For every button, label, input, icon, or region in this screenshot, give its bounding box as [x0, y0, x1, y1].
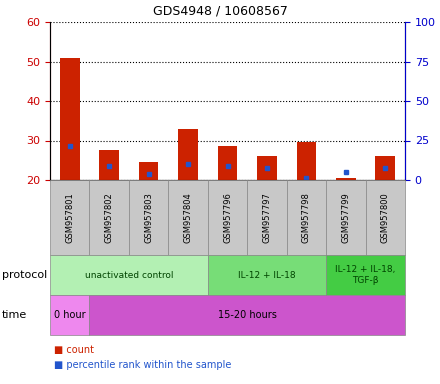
Text: GSM957801: GSM957801	[65, 192, 74, 243]
Text: GSM957796: GSM957796	[223, 192, 232, 243]
Text: GDS4948 / 10608567: GDS4948 / 10608567	[153, 5, 287, 18]
Text: GSM957799: GSM957799	[341, 192, 350, 243]
Text: GSM957803: GSM957803	[144, 192, 153, 243]
Text: GSM957800: GSM957800	[381, 192, 390, 243]
Text: GSM957802: GSM957802	[105, 192, 114, 243]
Text: IL-12 + IL-18: IL-12 + IL-18	[238, 270, 296, 280]
Text: GSM957797: GSM957797	[262, 192, 271, 243]
Bar	[99, 151, 119, 180]
Bar	[375, 156, 395, 180]
Text: GSM957798: GSM957798	[302, 192, 311, 243]
Bar	[336, 178, 356, 180]
Text: protocol: protocol	[2, 270, 48, 280]
Text: IL-12 + IL-18,
TGF-β: IL-12 + IL-18, TGF-β	[335, 265, 396, 285]
Bar	[60, 58, 80, 180]
Text: unactivated control: unactivated control	[84, 270, 173, 280]
Bar	[139, 162, 158, 180]
Text: time: time	[2, 310, 27, 320]
Text: 15-20 hours: 15-20 hours	[218, 310, 277, 320]
Bar	[257, 156, 277, 180]
Text: ■ percentile rank within the sample: ■ percentile rank within the sample	[55, 360, 232, 370]
Text: ■ count: ■ count	[55, 345, 95, 355]
Text: GSM957804: GSM957804	[183, 192, 193, 243]
Bar	[218, 146, 237, 180]
Text: 0 hour: 0 hour	[54, 310, 85, 320]
Bar	[178, 129, 198, 180]
Bar	[297, 142, 316, 180]
